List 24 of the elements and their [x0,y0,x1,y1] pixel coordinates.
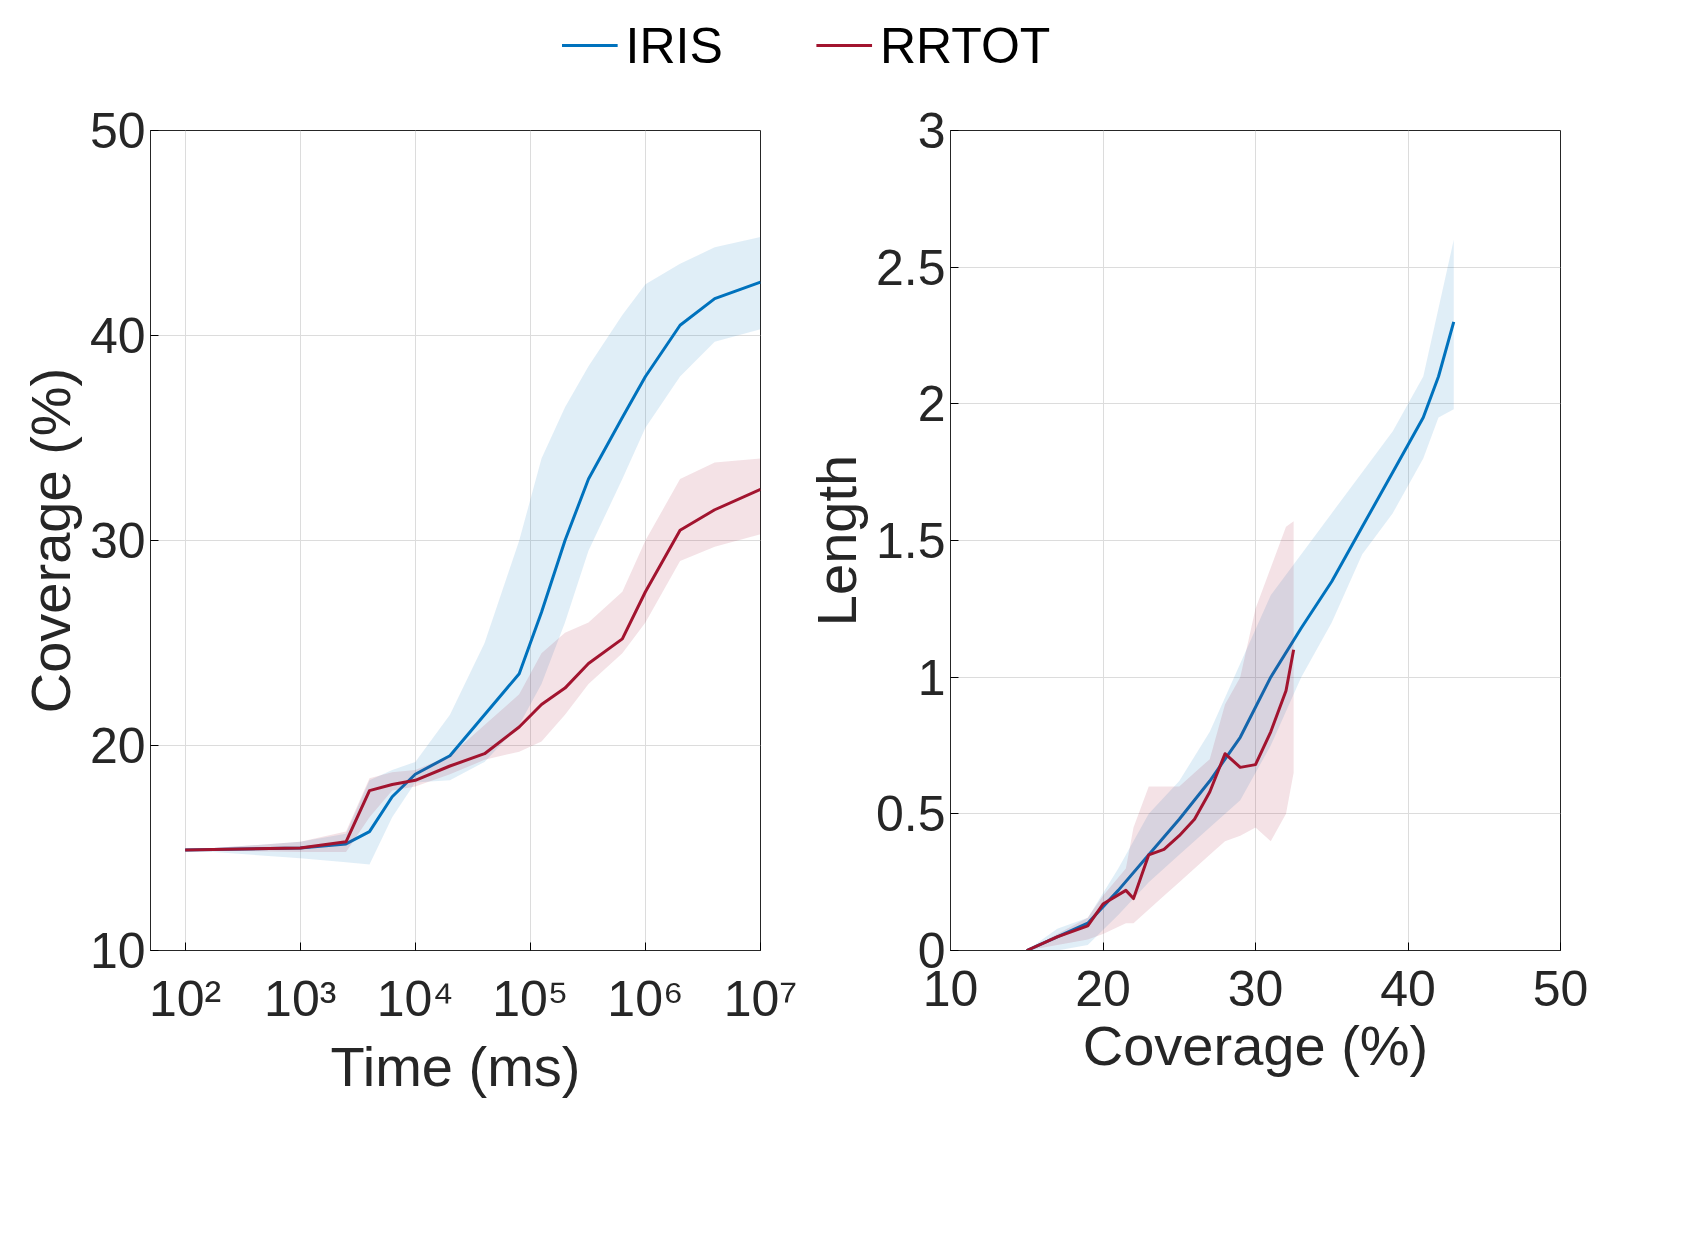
y-tick-label: 2 [917,376,946,433]
y-tick-label: 40 [89,308,146,364]
x-tick-label: 10² [149,970,222,1027]
y-tick-label: 30 [89,513,146,569]
y-tick-label: 1.5 [875,513,946,569]
x-tick-label: 10⁷ [723,970,798,1027]
x-tick-label: 10³ [264,970,337,1027]
x-tick-label: 10⁵ [492,970,569,1027]
y-tick-label: 20 [89,718,146,774]
legend-label: IRIS [625,17,723,74]
y-tick-label: 50 [89,103,146,159]
line-series [1025,648,1296,951]
x-tick-label: 10⁴ [376,970,454,1027]
x-axis-title: Time (ms) [330,1034,581,1098]
x-tick-label: 10⁶ [607,970,684,1027]
y-tick-label: 0.5 [875,786,946,843]
y-tick-label: 1 [917,649,946,706]
y-tick-label: 2.5 [875,239,946,296]
y-axis-title: Length [804,454,868,627]
y-axis-title: Coverage (%) [18,367,82,714]
x-tick-label: 50 [1532,960,1589,1017]
y-tick-label: 10 [89,923,146,979]
legend-label: RRTOT [880,17,1051,74]
y-tick-label: 3 [917,103,946,159]
